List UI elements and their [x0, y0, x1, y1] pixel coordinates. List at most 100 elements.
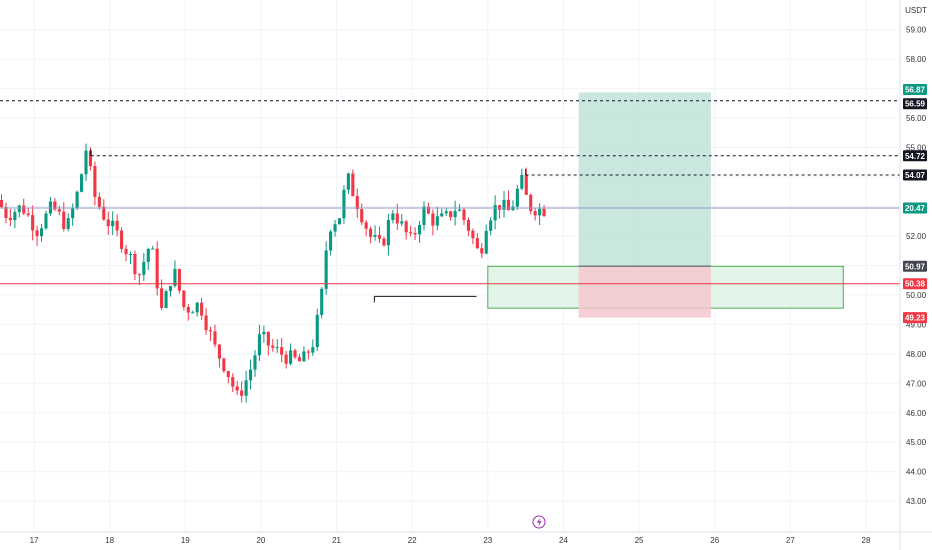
candle-body — [369, 228, 373, 237]
candle — [506, 190, 511, 211]
candle — [453, 200, 457, 226]
candle-body — [302, 351, 306, 362]
candle-body — [191, 312, 195, 314]
candle — [475, 233, 479, 250]
candle — [257, 324, 261, 361]
candle-body — [538, 208, 542, 216]
candle — [364, 219, 368, 237]
candle — [529, 193, 533, 215]
candle-body — [502, 199, 506, 210]
x-tick-label: 19 — [181, 536, 190, 545]
candle-body — [75, 191, 79, 208]
candle — [120, 227, 124, 253]
candle — [26, 208, 30, 217]
candle-body — [155, 248, 159, 289]
y-tick-label: 50.00 — [906, 291, 927, 300]
candle — [426, 202, 430, 215]
x-tick-label: 25 — [635, 536, 644, 545]
price-badge-label: 49.23 — [905, 314, 926, 323]
candle-body — [39, 228, 44, 237]
candle — [53, 198, 57, 211]
candle-body — [124, 248, 128, 255]
price-badge: 56.59 — [903, 98, 927, 110]
candle — [31, 205, 35, 241]
candle-body — [133, 254, 137, 275]
price-axis[interactable]: USDT43.0044.0045.0046.0047.0048.0049.005… — [899, 0, 932, 550]
candle-body — [360, 209, 364, 223]
x-tick-label: 27 — [786, 536, 795, 545]
y-tick-label: 52.00 — [906, 232, 927, 241]
candle — [231, 373, 235, 393]
candle — [48, 196, 52, 216]
candle — [151, 245, 155, 250]
candle-body — [506, 199, 511, 211]
lightning-icon[interactable] — [532, 515, 546, 529]
candle-body — [475, 238, 479, 249]
y-tick-label: 55.00 — [906, 144, 927, 153]
candle — [515, 184, 519, 210]
candle-body — [213, 331, 217, 345]
candle — [244, 370, 248, 403]
candle — [204, 307, 208, 335]
candle-body — [177, 269, 181, 291]
candle-body — [529, 194, 533, 212]
time-axis[interactable]: 17 18 19 20 21 22 23 24 25 26 27 28 — [0, 531, 932, 545]
x-tick-label: 18 — [105, 536, 114, 545]
candle-body — [80, 174, 84, 192]
candle-body — [333, 224, 337, 232]
candle-body — [400, 221, 404, 224]
candle — [493, 195, 497, 230]
price-badge-label: 54.07 — [905, 171, 926, 180]
candle-body — [62, 211, 66, 229]
candle — [173, 260, 177, 288]
candle — [266, 331, 270, 356]
currency-label: USDT — [905, 6, 927, 15]
candle — [462, 207, 466, 225]
candle-body — [489, 220, 493, 231]
candle — [333, 220, 337, 237]
candle-body — [293, 350, 297, 358]
candle — [137, 273, 141, 286]
candle — [62, 202, 66, 232]
candle — [248, 359, 253, 390]
price-badge: 50.38 — [903, 278, 927, 290]
y-tick-label: 56.00 — [906, 114, 927, 123]
candle — [293, 348, 297, 360]
candle-body — [195, 302, 199, 313]
candle-body — [484, 230, 488, 254]
candle — [115, 214, 119, 237]
candle — [524, 167, 528, 195]
candle — [289, 343, 293, 366]
candle-body — [480, 248, 484, 254]
candle — [133, 250, 137, 281]
candle-body — [275, 347, 279, 349]
candle-body — [204, 315, 208, 331]
candle — [404, 219, 408, 240]
candle-body — [128, 254, 133, 256]
candle — [160, 279, 164, 311]
price-badges: 56.87 56.59 54.72 54.07 20.47 50.97 50.38 49.23 — [903, 83, 927, 324]
candle-body — [471, 230, 475, 239]
candle-body — [324, 250, 328, 289]
candle-body — [208, 330, 213, 332]
candle — [369, 226, 373, 244]
candle — [342, 185, 346, 224]
candle — [262, 325, 266, 343]
candle — [284, 350, 288, 369]
candle-body — [44, 213, 48, 229]
candle-body — [346, 173, 350, 190]
candle — [431, 209, 435, 236]
candle — [84, 143, 88, 181]
candle — [386, 213, 390, 256]
candle — [417, 221, 422, 243]
candle-body — [444, 211, 448, 214]
y-tick-label: 45.00 — [906, 438, 927, 447]
x-tick-label: 24 — [559, 536, 568, 545]
candle-body — [533, 211, 537, 216]
candle — [57, 205, 61, 216]
loss-zone — [578, 266, 711, 318]
candle-body — [71, 207, 75, 219]
price-badge-label: 50.38 — [905, 280, 926, 289]
candle — [355, 188, 359, 218]
